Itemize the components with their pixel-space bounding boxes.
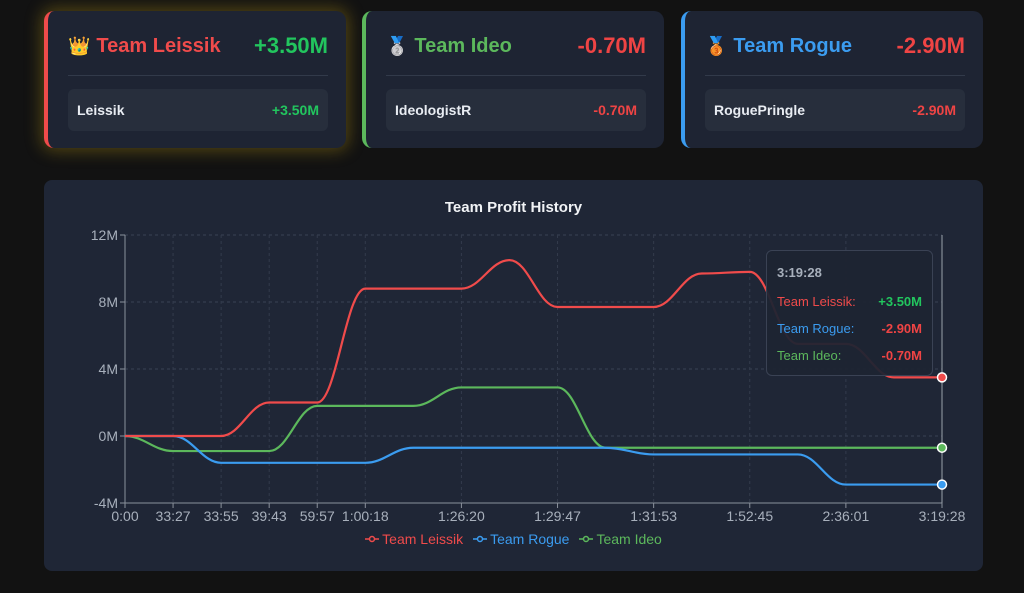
series-line-team-rogue[interactable]: [124, 434, 942, 486]
x-tick-label: 33:55: [204, 508, 239, 524]
x-tick-label: 3:19:28: [919, 508, 966, 524]
x-tick-label: 39:43: [252, 508, 287, 524]
team-card-ideo: 🥈 Team Ideo -0.70M IdeologistR -0.70M: [362, 11, 664, 148]
x-tick-label: 1:26:20: [438, 508, 485, 524]
divider: [705, 75, 965, 76]
team-name-label: Team Leissik: [96, 34, 221, 57]
team-cards: 👑 Team Leissik +3.50M Leissik +3.50M 🥈 T…: [44, 11, 983, 148]
member-row: Leissik +3.50M: [68, 89, 328, 131]
tooltip-label: Team Rogue:: [777, 321, 855, 336]
member-value: -2.90M: [912, 102, 956, 118]
tooltip-row-rogue: Team Rogue: -2.90M: [777, 321, 922, 336]
team-name: 🥈 Team Ideo: [386, 35, 512, 58]
line-marker-icon: [473, 535, 488, 543]
member-name: Leissik: [77, 102, 125, 118]
x-tick-label: 1:00:18: [342, 508, 389, 524]
legend-item-ideo[interactable]: Team Ideo: [579, 531, 662, 547]
bronze-medal-icon: 🥉: [705, 36, 728, 56]
tooltip-row-ideo: Team Ideo: -0.70M: [777, 348, 922, 363]
team-name-label: Team Ideo: [414, 34, 512, 57]
legend-item-rogue[interactable]: Team Rogue: [473, 531, 569, 547]
x-tick-label: 1:31:53: [630, 508, 677, 524]
crown-icon: 👑: [68, 36, 91, 56]
silver-medal-icon: 🥈: [386, 36, 409, 56]
x-tick-label: 0:00: [111, 508, 138, 524]
card-header: 👑 Team Leissik +3.50M: [68, 31, 328, 61]
card-header: 🥉 Team Rogue -2.90M: [705, 31, 965, 61]
team-total: -0.70M: [577, 33, 646, 58]
y-tick-label: 4M: [99, 361, 118, 377]
team-total: -2.90M: [896, 33, 965, 58]
chart-tooltip: 3:19:28 Team Leissik: +3.50M Team Rogue:…: [766, 250, 933, 376]
profit-history-chart-panel: Team Profit History 12M 8M 4M 0M -4M 0:00 33:2…: [44, 180, 983, 571]
tooltip-title: 3:19:28: [777, 265, 822, 280]
member-row: RoguePringle -2.90M: [705, 89, 965, 131]
tooltip-row-leissik: Team Leissik: +3.50M: [777, 294, 922, 309]
legend-label: Team Rogue: [490, 531, 570, 547]
x-tick-label: 2:36:01: [823, 508, 870, 524]
team-total: +3.50M: [254, 33, 328, 58]
team-name: 🥉 Team Rogue: [705, 35, 852, 58]
divider: [68, 75, 328, 76]
y-tick-label: 0M: [99, 428, 118, 444]
chart-title: Team Profit History: [444, 199, 583, 216]
tooltip-value: -0.70M: [881, 348, 922, 363]
member-value: -0.70M: [593, 102, 637, 118]
tooltip-value: -2.90M: [881, 321, 922, 336]
hover-point[interactable]: [936, 442, 948, 453]
y-tick-label: -4M: [94, 495, 118, 511]
hover-point[interactable]: [936, 479, 948, 490]
x-tick-label: 33:27: [156, 508, 191, 524]
hover-point[interactable]: [936, 372, 948, 383]
tooltip-label: Team Leissik:: [777, 294, 856, 309]
member-value: +3.50M: [271, 102, 319, 118]
legend-item-leissik[interactable]: Team Leissik: [365, 531, 463, 547]
x-tick-label: 59:57: [300, 508, 335, 524]
member-row: IdeologistR -0.70M: [386, 89, 646, 131]
member-name: RoguePringle: [714, 102, 806, 118]
chart-legend: Team Leissik Team Rogue Team Ideo: [44, 531, 983, 547]
member-name: IdeologistR: [395, 102, 472, 118]
tooltip-label: Team Ideo:: [777, 348, 842, 363]
tooltip-value: +3.50M: [878, 294, 922, 309]
line-marker-icon: [365, 535, 380, 543]
legend-label: Team Ideo: [596, 531, 662, 547]
team-card-rogue: 🥉 Team Rogue -2.90M RoguePringle -2.90M: [681, 11, 983, 148]
x-tick-label: 1:52:45: [726, 508, 773, 524]
series-line-team-ideo[interactable]: [124, 386, 942, 453]
x-tick-label: 1:29:47: [534, 508, 581, 524]
divider: [386, 75, 646, 76]
team-card-leissik: 👑 Team Leissik +3.50M Leissik +3.50M: [44, 11, 346, 148]
y-tick-label: 12M: [91, 227, 118, 243]
card-header: 🥈 Team Ideo -0.70M: [386, 31, 646, 61]
legend-label: Team Leissik: [382, 531, 464, 547]
line-marker-icon: [579, 535, 594, 543]
team-name: 👑 Team Leissik: [68, 35, 221, 58]
y-tick-label: 8M: [99, 294, 118, 310]
team-name-label: Team Rogue: [733, 34, 852, 57]
